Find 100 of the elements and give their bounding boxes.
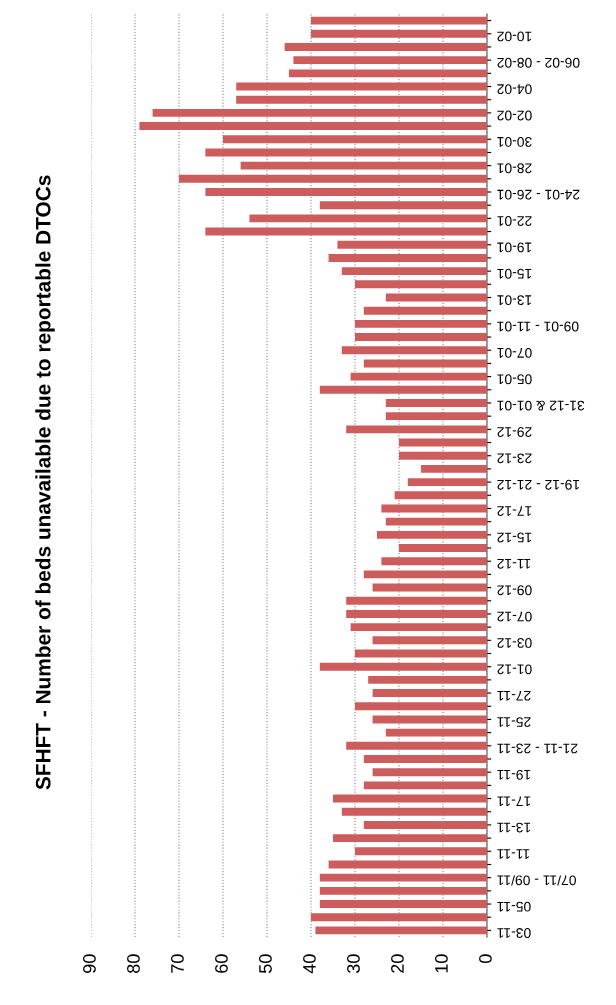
bar	[363, 820, 487, 829]
bar	[311, 913, 487, 922]
bar	[372, 715, 487, 724]
y-tick-label: 11-11	[497, 849, 530, 859]
x-tick-label: 70	[171, 954, 184, 973]
bar	[346, 425, 487, 434]
bar	[377, 530, 487, 539]
bar	[363, 306, 487, 315]
y-tick-label: 01-12	[497, 664, 532, 675]
bar	[333, 834, 487, 843]
x-tick-label: 90	[83, 954, 96, 973]
bar	[341, 807, 487, 816]
y-tick-label: 02-02	[497, 110, 532, 121]
y-tick-label: 19-12 - 21-12	[497, 479, 580, 490]
bar	[236, 95, 487, 104]
text: SFHFT - Number of beds unavailable due to reportable DTOCs	[35, 175, 55, 790]
bar	[139, 122, 487, 131]
y-tick-label: 22-01	[497, 216, 532, 226]
bar	[311, 29, 487, 38]
bar	[205, 227, 487, 236]
bar	[355, 333, 487, 342]
bar	[319, 900, 487, 908]
y-tick-label: 25-11	[497, 717, 531, 727]
y-tick-label: 13-01	[497, 295, 532, 306]
bar	[319, 886, 487, 895]
bar	[337, 240, 487, 249]
y-tick-label: 03-12	[497, 638, 532, 648]
y-tick-label: 19-01	[497, 242, 532, 253]
bar	[289, 69, 487, 78]
y-tick-label: 06-02 - 08-02	[497, 57, 580, 68]
bar	[350, 623, 487, 632]
bar	[205, 188, 487, 196]
y-tick-label: 09-01 - 11-01	[497, 321, 579, 332]
y-tick-label: 15-12	[497, 532, 532, 543]
x-tick-label: 50	[259, 954, 272, 974]
bar	[368, 675, 487, 684]
y-tick-label: 17-12	[497, 506, 532, 517]
y-tick-label: 27-11	[497, 690, 531, 701]
bar	[152, 108, 487, 117]
bar	[394, 491, 487, 500]
bar	[311, 16, 487, 25]
y-tick-label: 21-11 - 23-11	[497, 743, 578, 754]
x-tick-label: 30	[347, 954, 360, 974]
bar	[240, 161, 487, 170]
bar	[355, 847, 487, 856]
y-tick-label: 31-12 & 01-01	[497, 400, 585, 411]
bar	[385, 399, 487, 407]
bar	[346, 609, 487, 618]
y-tick-label: 09-12	[497, 585, 532, 596]
y-tick-label: 07-12	[497, 611, 532, 622]
bar	[363, 359, 487, 368]
bar	[249, 214, 487, 223]
bar	[385, 517, 487, 526]
y-tick-label: 05-11	[497, 901, 531, 912]
bar	[346, 596, 487, 605]
bar	[346, 741, 487, 750]
bar	[399, 544, 487, 552]
bar	[355, 319, 487, 328]
y-tick-label: 15-01	[497, 268, 532, 279]
y-tick-label: 03-11	[497, 928, 531, 938]
bar	[319, 201, 487, 210]
bar	[315, 926, 487, 935]
y-tick-label: 30-01	[497, 136, 532, 147]
y-tick-label: 04-02	[497, 84, 532, 95]
y-tick-label: 07-01	[497, 347, 532, 358]
x-tick-label: 40	[303, 954, 316, 974]
bar	[205, 148, 487, 157]
bar	[385, 412, 487, 421]
bar	[385, 728, 487, 737]
bar	[381, 557, 487, 566]
y-tick-label: 24-01 - 26-01	[497, 189, 580, 200]
bar	[363, 781, 487, 790]
y-tick-label: 23-12	[497, 453, 532, 464]
x-tick-label: 20	[391, 954, 404, 973]
y-tick-label: 11-12	[497, 559, 531, 569]
x-tick-label: 0	[479, 954, 492, 963]
bar	[341, 346, 487, 355]
bar	[284, 43, 487, 51]
y-tick-label: 10-02	[497, 31, 532, 42]
bar	[223, 135, 487, 144]
x-tick-label: 10	[435, 954, 448, 973]
bar	[372, 768, 487, 777]
bar	[355, 280, 487, 289]
bar	[355, 702, 487, 711]
bar	[333, 794, 487, 803]
bar	[328, 253, 487, 262]
bar	[372, 583, 487, 592]
y-tick-label: 13-11	[497, 822, 531, 833]
bar	[372, 689, 487, 698]
bar	[350, 372, 487, 381]
x-tick-label: 80	[127, 954, 140, 973]
y-tick-label: 05-01	[497, 374, 532, 385]
y-tick-label: 17-11	[497, 796, 531, 806]
bar	[407, 478, 487, 487]
bar	[421, 464, 487, 473]
y-tick-label: 07/11 - 09/11	[497, 875, 576, 886]
bar	[179, 174, 487, 183]
y-tick-label: 19-11	[497, 769, 531, 780]
y-tick-label: 28-01	[497, 163, 532, 174]
bar	[293, 56, 487, 65]
